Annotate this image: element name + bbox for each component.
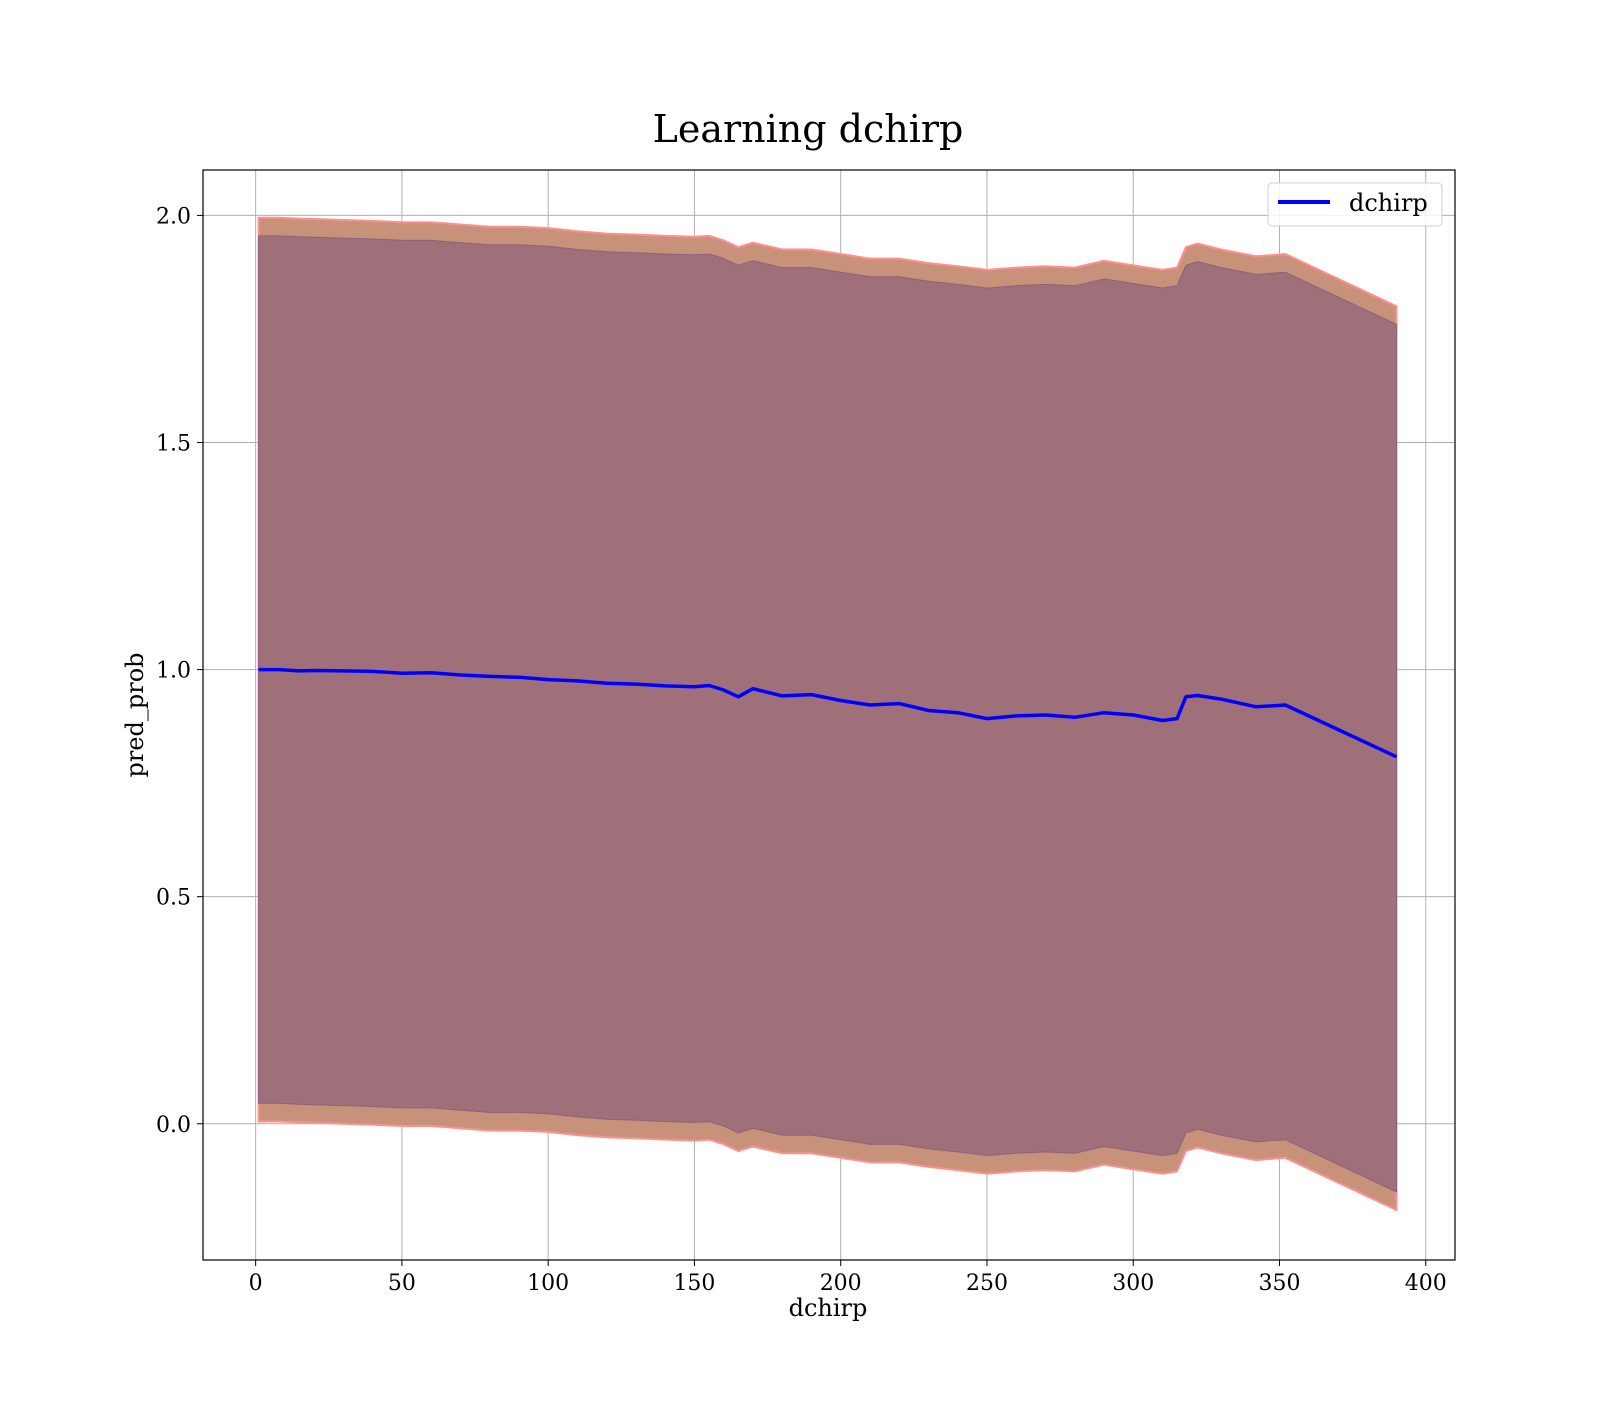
x-tick-label: 300	[1112, 1271, 1154, 1296]
series-line-dchirp	[258, 667, 1398, 759]
inner-confidence-band	[258, 235, 1397, 1193]
chart-title: Learning dchirp	[653, 107, 964, 151]
y-tick-label: 0.0	[156, 1113, 191, 1138]
legend-box	[1267, 182, 1443, 227]
legend: dchirp	[1267, 182, 1443, 227]
x-tick-label: 150	[673, 1271, 715, 1296]
x-axis-ticks: 0 50 100 150 200 250 300 350 400	[249, 1260, 1447, 1296]
y-tick-label: 0.5	[156, 886, 191, 911]
x-tick-label: 200	[820, 1271, 862, 1296]
y-tick-label: 1.5	[156, 432, 191, 457]
x-tick-label: 50	[388, 1271, 416, 1296]
series-lines	[258, 667, 1398, 759]
x-tick-label: 250	[966, 1271, 1008, 1296]
x-tick-label: 100	[527, 1271, 569, 1296]
y-axis-label: pred_prob	[121, 652, 149, 777]
legend-label: dchirp	[1349, 189, 1428, 217]
confidence-bands	[257, 216, 1398, 1212]
y-tick-label: 1.0	[156, 659, 191, 684]
plot-frame	[202, 169, 1456, 1261]
y-axis-ticks: 0.0 0.5 1.0 1.5 2.0	[156, 204, 203, 1138]
y-tick-label: 2.0	[156, 204, 191, 229]
x-axis-label: dchirp	[789, 1294, 868, 1322]
x-tick-label: 350	[1258, 1271, 1300, 1296]
x-tick-label: 0	[249, 1271, 263, 1296]
x-tick-label: 400	[1405, 1271, 1447, 1296]
